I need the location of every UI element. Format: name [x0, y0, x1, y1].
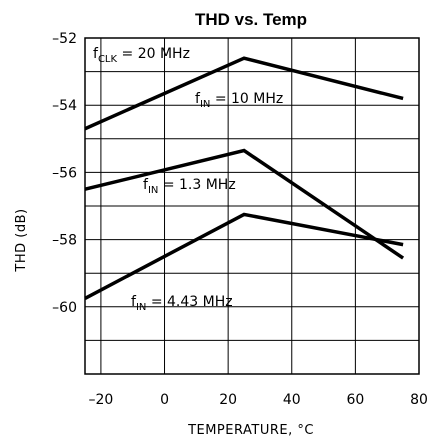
- series-line: [84, 148, 405, 260]
- x-tick-label: 20: [219, 392, 237, 408]
- x-tick-label: 60: [346, 392, 364, 408]
- x-axis-label: TEMPERATURE, °C: [187, 423, 314, 438]
- y-axis-label: THD (dB): [14, 208, 29, 272]
- series-line: [84, 56, 404, 131]
- y-tick-label: –60: [52, 300, 77, 316]
- y-tick-labels: –52 –54 –56 –58 –60: [52, 31, 77, 316]
- x-tick-label: 40: [283, 392, 301, 408]
- x-tick-label: 0: [160, 392, 169, 408]
- fclk-condition-label: fCLK = 20 MHz: [93, 46, 190, 65]
- x-tick-label: 80: [410, 392, 428, 408]
- chart-title: THD vs. Temp: [195, 10, 307, 29]
- series-lines: [84, 56, 405, 300]
- y-tick-label: –56: [52, 165, 77, 181]
- series-line: [84, 212, 404, 300]
- series-label: fIN = 4.43 MHz: [131, 294, 233, 313]
- x-tick-label: –20: [88, 392, 113, 408]
- y-tick-label: –52: [52, 31, 77, 47]
- y-tick-label: –54: [52, 98, 77, 114]
- series-label: fIN = 1.3 MHz: [143, 177, 236, 196]
- x-tick-labels: –20 0 20 40 60 80: [88, 392, 427, 408]
- series-annotations: fCLK = 20 MHz fIN = 10 MHz fIN = 1.3 MHz fI…: [93, 46, 283, 313]
- y-tick-label: –58: [52, 233, 77, 249]
- plot-frame: [84, 37, 420, 375]
- grid-lines: [85, 38, 419, 374]
- series-label: fIN = 10 MHz: [195, 91, 283, 110]
